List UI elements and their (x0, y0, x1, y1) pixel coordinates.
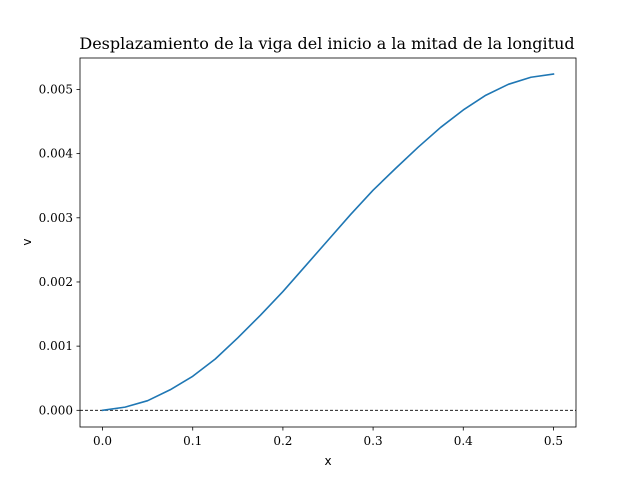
y-tick-label: 0.004 (39, 147, 74, 161)
y-axis-label: v (20, 238, 34, 245)
x-axis-label: x (324, 454, 331, 468)
x-tick-label: 0.5 (544, 434, 563, 448)
x-tick-label: 0.1 (183, 434, 202, 448)
y-tick-label: 0.005 (39, 82, 73, 96)
plot-area (80, 73, 576, 412)
x-tick-label: 0.2 (273, 434, 292, 448)
y-tick-label: 0.002 (39, 275, 73, 289)
y-tick-label: 0.001 (39, 339, 73, 353)
y-tick-label: 0.000 (39, 403, 73, 417)
x-tick-label: 0.0 (93, 434, 112, 448)
x-axis: 0.0 0.1 0.2 0.3 0.4 0.5 (93, 427, 563, 448)
y-tick-label: 0.003 (39, 211, 73, 225)
y-axis: 0.000 0.001 0.002 0.003 0.004 0.005 (39, 82, 80, 417)
chart-title: Desplazamiento de la viga del inicio a l… (79, 34, 574, 53)
plot-frame (79, 57, 577, 428)
series-line-0 (101, 73, 555, 412)
x-tick-label: 0.4 (454, 434, 473, 448)
x-tick-label: 0.3 (364, 434, 383, 448)
